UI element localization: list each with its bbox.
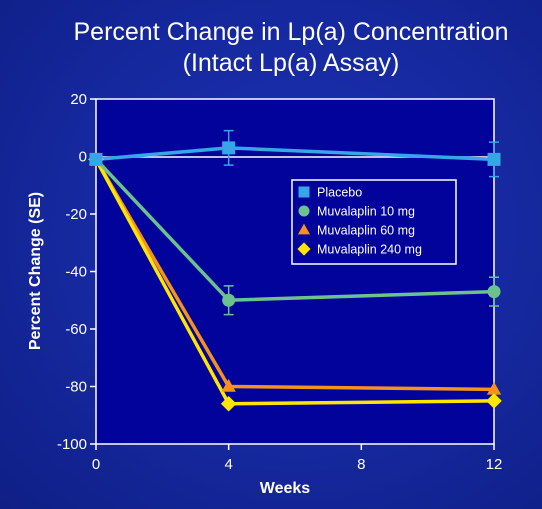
x-tick-label: 12 xyxy=(486,456,503,473)
legend: Placebo Muvalaplin 10 mg Muvalaplin 60 mg M… xyxy=(291,179,457,265)
data-point-muvalaplin-240-mg xyxy=(486,393,502,409)
x-tick-label: 0 xyxy=(92,456,100,473)
legend-label-muvalaplin-10-mg: Muvalaplin 10 mg xyxy=(317,205,415,219)
data-point-muvalaplin-10-mg xyxy=(487,285,501,299)
data-point-placebo xyxy=(222,141,236,155)
legend-marker-muvalaplin-10-mg xyxy=(298,205,310,217)
y-tick-label: 20 xyxy=(70,91,87,108)
data-point-muvalaplin-60-mg xyxy=(486,381,502,395)
legend-label-placebo: Placebo xyxy=(317,186,362,200)
legend-label-muvalaplin-240-mg: Muvalaplin 240 mg xyxy=(317,243,422,257)
data-point-muvalaplin-60-mg xyxy=(221,379,236,392)
y-tick-label: -20 xyxy=(65,206,87,223)
legend-marker-muvalaplin-240-mg xyxy=(297,242,311,256)
y-tick-label: -80 xyxy=(65,379,87,396)
legend-box xyxy=(291,179,457,265)
legend-marker-muvalaplin-60-mg xyxy=(297,223,311,235)
y-axis-label: Percent Change (SE) xyxy=(27,192,44,350)
legend-marker-placebo xyxy=(298,186,310,198)
x-tick-label: 4 xyxy=(224,456,232,473)
data-point-placebo xyxy=(89,152,103,166)
y-tick-label: -40 xyxy=(65,264,87,281)
legend-label-muvalaplin-60-mg: Muvalaplin 60 mg xyxy=(317,224,415,238)
x-axis-label: Weeks xyxy=(260,480,311,497)
y-tick-label: 0 xyxy=(79,149,87,166)
data-point-placebo xyxy=(487,152,501,166)
data-point-muvalaplin-10-mg xyxy=(222,293,236,307)
data-point-muvalaplin-240-mg xyxy=(220,395,237,412)
y-tick-label: -100 xyxy=(57,436,87,453)
y-tick-label: -60 xyxy=(65,321,87,338)
x-tick-label: 8 xyxy=(357,456,365,473)
chart-title: Percent Change in Lp(a) Concentration xyxy=(73,18,509,46)
chart-subtitle: (Intact Lp(a) Assay) xyxy=(182,49,400,77)
